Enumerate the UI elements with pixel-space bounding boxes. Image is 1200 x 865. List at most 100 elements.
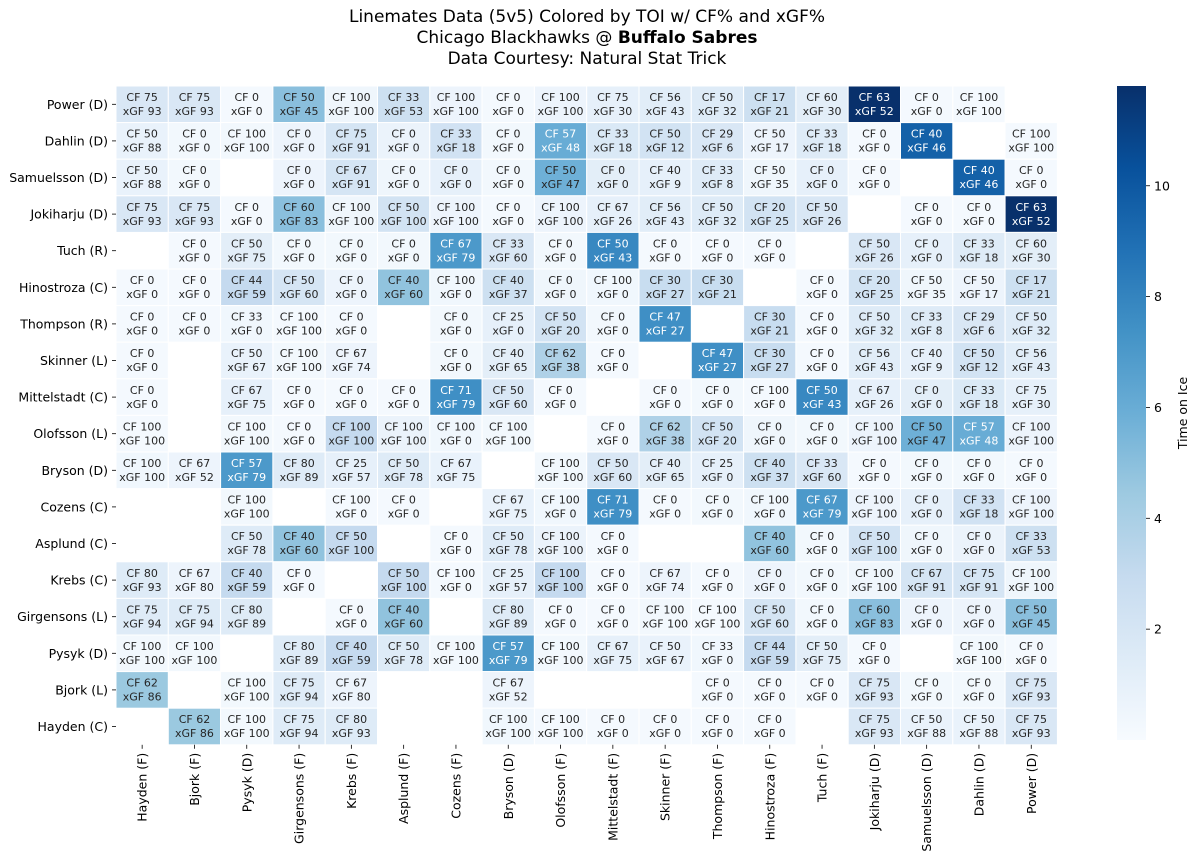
cell-cf-label: CF 0	[705, 384, 730, 397]
cell-xgf-label: xGF 30	[1012, 398, 1051, 411]
cell-xgf-label: xGF 48	[960, 434, 999, 447]
cell-cf-label: CF 71	[440, 384, 472, 397]
cell-cf-label: CF 100	[228, 420, 267, 433]
cell-cf-label: CF 0	[914, 603, 939, 616]
cell-xgf-label: xGF 100	[538, 727, 584, 740]
row-label: Skinner (L)	[40, 353, 108, 368]
cell-cf-label: CF 0	[810, 311, 835, 324]
cell-xgf-label: xGF 0	[806, 581, 838, 594]
cell-rect	[115, 597, 169, 636]
cell-cf-label: CF 80	[283, 640, 315, 653]
cell-xgf-label: xGF 17	[750, 142, 789, 155]
colorbar: 2 4 6 8 10 Time on Ice	[1117, 86, 1190, 740]
cell-xgf-label: xGF 79	[437, 251, 476, 264]
cell-cf-label: CF 0	[757, 420, 782, 433]
cell-cf-label: CF 0	[810, 420, 835, 433]
cell-cf-label: CF 17	[754, 91, 786, 104]
cell-xgf-label: xGF 0	[335, 617, 367, 630]
cell-rect	[324, 122, 379, 160]
cell-rect	[952, 268, 1006, 307]
cell-cf-label: CF 0	[130, 311, 155, 324]
cell-xgf-label: xGF 0	[806, 544, 838, 557]
cell-xgf-label: xGF 93	[855, 727, 894, 740]
cell-xgf-label: xGF 78	[227, 544, 266, 557]
cell-cf-label: CF 30	[649, 274, 681, 287]
cell-cf-label: CF 50	[283, 91, 315, 104]
cell-rect	[847, 341, 902, 380]
cell-cf-label: CF 33	[963, 494, 995, 507]
cell-rect	[272, 305, 326, 343]
cell-rect	[795, 85, 849, 124]
cell-rect	[481, 561, 535, 599]
cell-cf-label: CF 62	[545, 347, 577, 360]
cell-cf-label: CF 33	[911, 311, 943, 324]
cell-cf-label: CF 0	[444, 347, 469, 360]
cell-rect	[847, 634, 902, 673]
cell-xgf-label: xGF 27	[698, 361, 737, 374]
cell-cf-label: CF 80	[492, 603, 524, 616]
cell-cf-label: CF 62	[179, 713, 211, 726]
cell-rect	[952, 231, 1006, 270]
cell-rect	[586, 597, 640, 636]
cell-rect	[743, 671, 797, 709]
cell-rect	[324, 671, 379, 709]
cell-xgf-label: xGF 0	[179, 251, 211, 264]
cell-cf-label: CF 56	[1015, 347, 1047, 360]
cell-xgf-label: xGF 88	[907, 727, 946, 740]
cell-cf-label: CF 60	[806, 91, 838, 104]
cell-xgf-label: xGF 75	[227, 251, 266, 264]
cell-xgf-label: xGF 0	[754, 581, 786, 594]
cell-cf-label: CF 0	[234, 201, 259, 214]
cell-rect	[795, 341, 849, 380]
cell-rect	[324, 378, 379, 416]
column-label: Cozens (F)	[448, 753, 463, 819]
cell-xgf-label: xGF 75	[227, 398, 266, 411]
cell-xgf-label: xGF 60	[489, 398, 528, 411]
cell-xgf-label: xGF 0	[963, 691, 995, 704]
cell-xgf-label: xGF 53	[1012, 544, 1051, 557]
cell-cf-label: CF 67	[179, 567, 211, 580]
cell-xgf-label: xGF 83	[855, 617, 894, 630]
cell-cf-label: CF 40	[388, 274, 420, 287]
cell-cf-label: CF 25	[702, 457, 734, 470]
cell-cf-label: CF 100	[489, 420, 528, 433]
cell-rect	[324, 195, 379, 233]
cell-cf-label: CF 0	[391, 237, 416, 250]
cell-cf-label: CF 40	[911, 128, 943, 141]
cell-xgf-label: xGF 0	[858, 178, 890, 191]
cell-cf-label: CF 100	[855, 494, 894, 507]
cell-cf-label: CF 0	[182, 274, 207, 287]
cell-cf-label: CF 0	[601, 567, 626, 580]
cell-cf-label: CF 50	[283, 274, 315, 287]
chart-title-line2: Chicago Blackhawks @ Buffalo Sabres	[417, 28, 758, 48]
cell-xgf-label: xGF 91	[907, 581, 946, 594]
cell-rect	[220, 561, 274, 599]
cell-rect	[952, 524, 1006, 563]
cell-cf-label: CF 20	[754, 201, 786, 214]
